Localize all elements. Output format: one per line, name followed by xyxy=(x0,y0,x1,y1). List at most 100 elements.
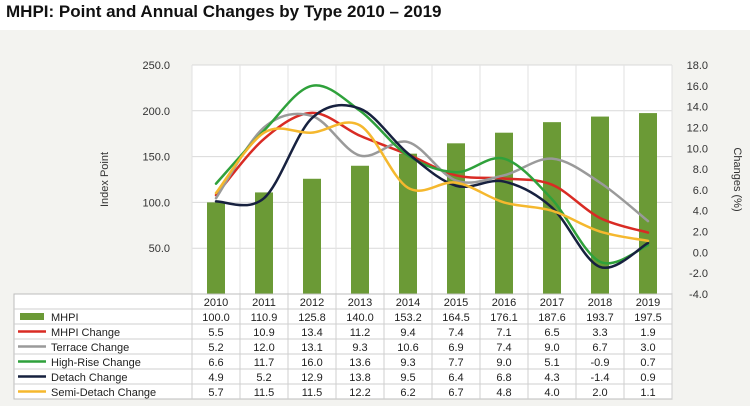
data-table-value: 6.6 xyxy=(208,357,223,369)
data-table-value: 5.2 xyxy=(256,372,271,384)
series-detach-changeline xyxy=(214,103,650,270)
y2-axis-title: Changes (%) xyxy=(731,147,743,211)
data-table-value: 6.5 xyxy=(544,327,559,339)
x-axis-category-label: 2010 xyxy=(204,297,228,309)
x-axis-category-label: 2013 xyxy=(348,297,372,309)
bar-mhpi xyxy=(303,178,321,294)
chart-svg: -50.0100.0150.0200.0250.0-4.0-2.00.02.04… xyxy=(13,60,743,400)
x-axis-category-label: 2017 xyxy=(540,297,564,309)
data-table-value: 12.9 xyxy=(301,372,322,384)
data-table-value: 6.9 xyxy=(448,342,463,354)
data-table-value: 9.3 xyxy=(400,357,415,369)
chart-panel: -50.0100.0150.0200.0250.0-4.0-2.00.02.04… xyxy=(0,30,750,406)
data-table-value: 4.9 xyxy=(208,372,223,384)
legend-key-mhpi-bar xyxy=(20,313,44,320)
y2-axis-tick-label: 4.0 xyxy=(693,206,708,218)
data-table-value: 9.5 xyxy=(400,372,415,384)
legend-label: MHPI Change xyxy=(51,327,120,339)
y2-axis-tick-label: 12.0 xyxy=(687,122,708,134)
series-high-rise-changeline xyxy=(214,84,650,265)
y-axis-tick-label: 50.0 xyxy=(149,243,170,255)
y-axis-tick-label: 100.0 xyxy=(142,197,170,209)
data-table-value: 7.1 xyxy=(496,327,511,339)
data-table-value: 9.0 xyxy=(544,342,559,354)
y2-axis-tick-label: -4.0 xyxy=(689,289,708,301)
data-table-value: 6.7 xyxy=(592,342,607,354)
data-table-value: 9.0 xyxy=(496,357,511,369)
data-table-value: 6.4 xyxy=(448,372,463,384)
data-table-value: 5.7 xyxy=(208,387,223,399)
data-table-value: 125.8 xyxy=(298,312,326,324)
data-table-value: 10.6 xyxy=(397,342,418,354)
y-axis-title: Index Point xyxy=(99,152,111,207)
y2-axis-tick-label: 0.0 xyxy=(693,247,708,259)
x-axis-category-label: 2019 xyxy=(636,297,660,309)
data-table-value: -0.9 xyxy=(591,357,610,369)
data-table-value: 11.5 xyxy=(302,387,323,399)
data-table-value: -1.4 xyxy=(591,372,610,384)
y2-axis-tick-label: -2.0 xyxy=(689,268,708,280)
data-table-value: 7.4 xyxy=(448,327,463,339)
data-table-value: 4.8 xyxy=(496,387,511,399)
y-axis-tick-label: 250.0 xyxy=(142,60,170,72)
bar-mhpi xyxy=(399,153,417,294)
y2-axis-tick-label: 18.0 xyxy=(687,60,708,72)
data-table-value: 4.3 xyxy=(544,372,559,384)
x-axis-category-label: 2012 xyxy=(300,297,324,309)
data-table-value: 16.0 xyxy=(301,357,322,369)
data-table-value: 5.2 xyxy=(208,342,223,354)
data-table-value: 11.5 xyxy=(254,387,275,399)
data-table-value: 187.6 xyxy=(538,312,566,324)
chart-title: MHPI: Point and Annual Changes by Type 2… xyxy=(6,2,442,21)
data-table-value: 164.5 xyxy=(442,312,470,324)
legend-label: Semi-Detach Change xyxy=(51,387,156,399)
data-table-value: 6.2 xyxy=(400,387,415,399)
bar-mhpi xyxy=(591,116,609,294)
data-table-value: 11.2 xyxy=(350,327,371,339)
data-table-value: 193.7 xyxy=(586,312,614,324)
data-table-value: 6.8 xyxy=(496,372,511,384)
data-table-value: 110.9 xyxy=(251,312,278,324)
data-table-value: 11.7 xyxy=(254,357,275,369)
series-mhpi-changeline xyxy=(214,111,650,234)
data-table-value: 6.7 xyxy=(448,387,463,399)
data-table-value: 12.0 xyxy=(253,342,274,354)
bar-mhpi xyxy=(639,113,657,294)
data-table-value: 7.7 xyxy=(448,357,463,369)
data-table-value: 100.0 xyxy=(202,312,230,324)
data-table-value: 9.4 xyxy=(400,327,415,339)
data-table-value: 176.1 xyxy=(490,312,518,324)
legend-label: Terrace Change xyxy=(51,342,129,354)
bar-mhpi xyxy=(351,165,369,294)
data-table-value: 13.8 xyxy=(349,372,370,384)
data-table-value: 4.0 xyxy=(544,387,559,399)
data-table-value: 3.0 xyxy=(640,342,655,354)
y2-axis-tick-label: 10.0 xyxy=(687,143,708,155)
x-axis-category-label: 2018 xyxy=(588,297,612,309)
y2-axis-tick-label: 6.0 xyxy=(693,185,708,197)
x-axis-category-label: 2016 xyxy=(492,297,516,309)
data-table-value: 140.0 xyxy=(346,312,374,324)
x-axis-category-label: 2015 xyxy=(444,297,468,309)
data-table-value: 1.9 xyxy=(640,327,655,339)
data-table-value: 3.3 xyxy=(592,327,607,339)
data-table-value: 197.5 xyxy=(634,312,662,324)
data-table-value: 0.7 xyxy=(640,357,655,369)
x-axis-category-label: 2011 xyxy=(252,297,276,309)
y2-axis-tick-label: 14.0 xyxy=(687,102,708,114)
series-terrace-changeline xyxy=(214,112,650,223)
y2-axis-tick-label: 2.0 xyxy=(693,227,708,239)
bar-mhpi xyxy=(207,202,225,294)
y2-axis-tick-label: 8.0 xyxy=(693,164,708,176)
y2-axis-tick-label: 16.0 xyxy=(687,81,708,93)
x-axis-category-label: 2014 xyxy=(396,297,420,309)
y-axis-tick-label: 150.0 xyxy=(142,152,170,164)
legend-label: MHPI xyxy=(51,312,79,324)
data-table-value: 10.9 xyxy=(253,327,274,339)
y-axis-tick-label: 200.0 xyxy=(142,106,170,118)
data-table-value: 13.6 xyxy=(349,357,370,369)
data-table-value: 9.3 xyxy=(352,342,367,354)
legend-label: High-Rise Change xyxy=(51,357,141,369)
data-table-value: 0.9 xyxy=(640,372,655,384)
data-table xyxy=(13,293,673,400)
